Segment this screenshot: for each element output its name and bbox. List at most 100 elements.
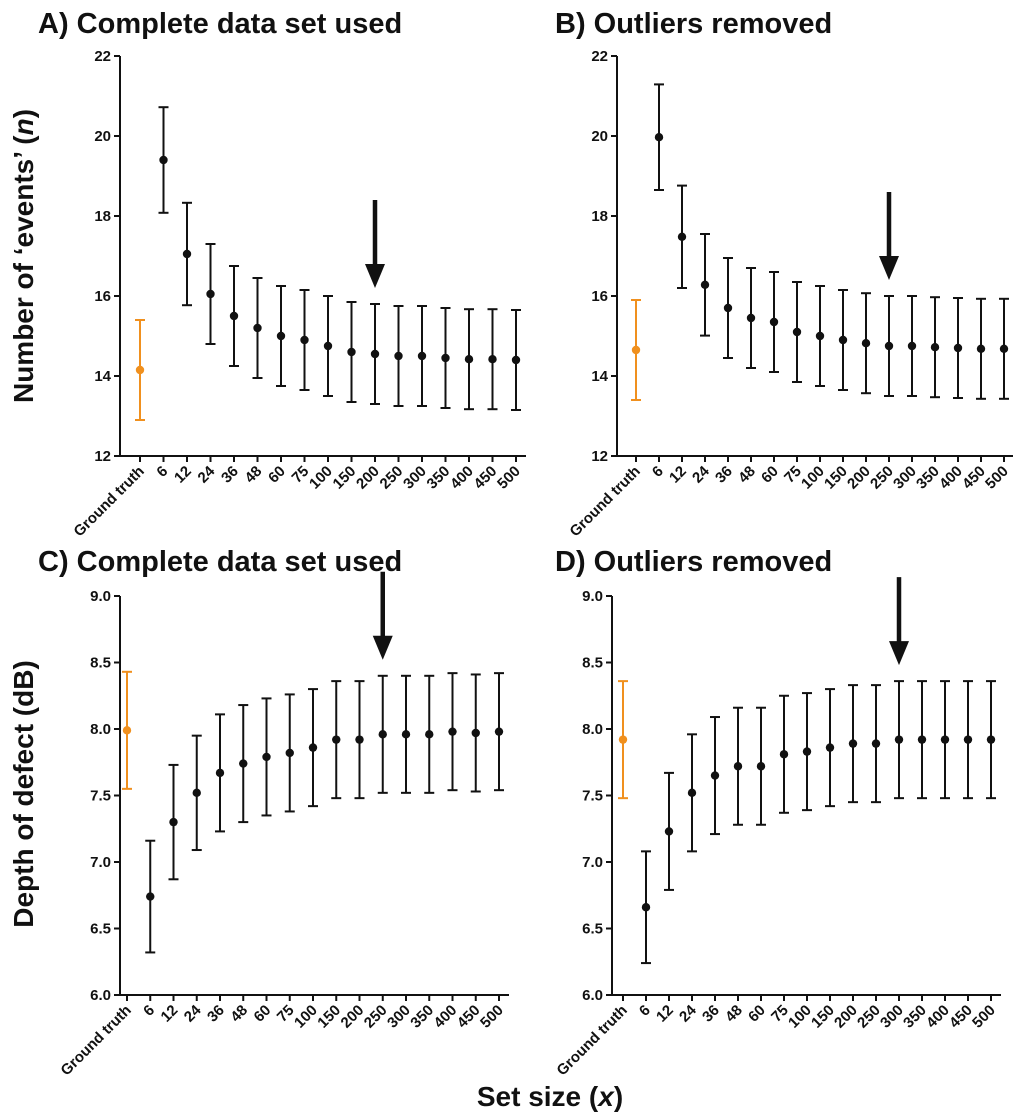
data-point-c — [169, 817, 178, 827]
data-point-b — [999, 344, 1009, 353]
x-tick-label-b: 48 — [735, 463, 759, 487]
x-tick-label-d: 48 — [722, 1002, 746, 1026]
data-point-c — [215, 768, 225, 778]
data-point-c — [425, 730, 434, 739]
x-tick-label-a: Ground truth — [70, 463, 147, 540]
data-point-d — [894, 735, 904, 744]
data-point-a — [347, 347, 356, 357]
data-point-d — [802, 747, 812, 756]
x-tick-label-c: 500 — [477, 1002, 507, 1032]
y-tick-label-c: 7.5 — [90, 788, 111, 805]
x-tick-label-a: 500 — [494, 463, 524, 493]
bottom-y-axis-label: Depth of defect (dB) — [8, 660, 39, 928]
data-point-a — [464, 355, 474, 364]
x-tick-label-c: 6 — [140, 1002, 158, 1020]
data-point-b — [723, 303, 733, 313]
panel-c: 6.0 6.5 7.0 7.5 8.0 8.5 9.0 Ground truth 6 12 24 36… — [57, 571, 509, 1079]
x-tick-label-c: 60 — [251, 1002, 275, 1026]
y-tick-label-a: 20 — [94, 128, 111, 145]
x-tick-label-d: 60 — [745, 1002, 769, 1026]
panel-c-title: C) Complete data set used — [38, 546, 402, 578]
data-point-d — [917, 735, 927, 744]
data-point-b — [654, 133, 664, 142]
y-tick-label-c: 6.0 — [90, 987, 111, 1004]
x-tick-label-b: 12 — [666, 463, 690, 487]
y-tick-label-d: 7.0 — [582, 854, 603, 871]
y-tick-label-b: 20 — [591, 128, 608, 145]
data-point-d — [871, 739, 881, 748]
data-point-b — [677, 232, 687, 241]
panel-b-title: B) Outliers removed — [555, 8, 832, 40]
data-point-c — [448, 727, 457, 736]
y-tick-label-c: 8.0 — [90, 721, 111, 738]
data-point-c — [192, 788, 201, 798]
y-tick-label-a: 12 — [94, 448, 111, 465]
y-tick-label-b: 18 — [591, 208, 608, 225]
y-tick-label-d: 6.5 — [582, 921, 603, 938]
x-tick-label-d: 6 — [636, 1002, 654, 1020]
y-tick-label-c: 9.0 — [90, 588, 111, 605]
x-tick-label-d: Ground truth — [553, 1002, 630, 1079]
data-point-a — [253, 323, 262, 333]
data-point-b — [792, 327, 802, 337]
x-tick-label-a: 60 — [265, 463, 289, 487]
y-tick-label-c: 7.0 — [90, 854, 111, 871]
data-point-a — [229, 311, 239, 321]
data-point-d — [848, 739, 858, 748]
x-tick-label-a: 6 — [153, 463, 171, 481]
data-point-c — [378, 730, 387, 739]
arrow-marker-c — [372, 571, 393, 660]
x-tick-label-a: 36 — [218, 463, 242, 487]
x-tick-label-c: 48 — [227, 1002, 251, 1026]
data-point-a — [511, 355, 521, 365]
ground-truth-point-b — [631, 345, 641, 355]
data-point-b — [769, 317, 779, 327]
data-point-a — [206, 289, 215, 299]
ground-truth-point-c — [122, 726, 132, 735]
data-point-d — [641, 903, 651, 912]
data-point-a — [417, 351, 427, 361]
data-point-a — [159, 155, 168, 165]
x-tick-label-c: 24 — [181, 1001, 205, 1025]
y-tick-label-a: 22 — [94, 48, 111, 65]
arrow-marker-a — [365, 200, 385, 288]
x-tick-label-a: 12 — [171, 463, 195, 487]
data-point-a — [441, 353, 450, 363]
data-point-b — [700, 280, 710, 289]
data-point-c — [332, 735, 341, 744]
y-tick-label-b: 14 — [591, 368, 608, 385]
data-point-a — [394, 351, 403, 361]
data-point-d — [756, 762, 766, 771]
data-point-b — [976, 344, 986, 353]
x-tick-label-c: 36 — [204, 1002, 228, 1026]
data-point-b — [930, 343, 940, 352]
y-tick-label-a: 14 — [94, 368, 111, 385]
y-tick-label-d: 8.5 — [582, 655, 603, 672]
data-point-b — [746, 313, 756, 323]
data-point-a — [488, 355, 497, 364]
x-tick-label-d: 12 — [653, 1002, 677, 1026]
data-point-b — [861, 339, 871, 348]
arrow-marker-d — [889, 577, 909, 666]
data-point-b — [907, 341, 917, 351]
panel-d: 6.0 6.5 7.0 7.5 8.0 8.5 9.0 Ground truth 6 12 24 36… — [553, 577, 1001, 1079]
data-point-b — [884, 341, 894, 351]
data-point-d — [963, 735, 973, 744]
y-tick-label-d: 6.0 — [582, 987, 603, 1004]
data-point-b — [815, 331, 825, 341]
data-point-d — [664, 827, 674, 836]
data-point-d — [986, 735, 996, 744]
x-tick-label-a: 48 — [242, 463, 266, 487]
data-point-d — [940, 735, 950, 744]
x-axis-label: Set size (x) — [477, 1081, 623, 1112]
data-point-b — [953, 343, 963, 353]
data-point-a — [300, 335, 309, 345]
y-tick-label-d: 7.5 — [582, 788, 603, 805]
data-point-a — [182, 249, 192, 259]
y-tick-label-d: 9.0 — [582, 588, 603, 605]
data-point-a — [276, 331, 286, 341]
data-point-c — [146, 892, 155, 901]
